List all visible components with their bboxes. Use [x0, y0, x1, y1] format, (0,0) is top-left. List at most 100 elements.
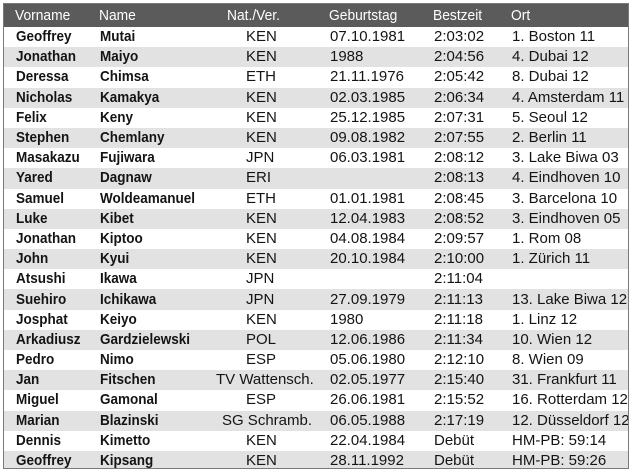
cell-vorname-text: Jonathan	[16, 48, 77, 66]
table-row: Nicholas Kamakya KEN 02.03.1985 2:06:34 4. Am…	[4, 87, 628, 108]
cell-ort: 1. Boston 11	[500, 27, 628, 47]
cell-ort: HM-PB: 59:14	[500, 431, 628, 451]
cell-geburtstag-text: 28.11.1992	[330, 452, 404, 469]
cell-bestzeit-text: 2:07:55	[434, 129, 485, 147]
cell-vorname: Josphat	[4, 310, 88, 330]
cell-geburtstag: 22.04.1984	[318, 431, 422, 451]
cell-bestzeit-text: 2:15:52	[434, 391, 485, 409]
cell-bestzeit: Debüt	[422, 451, 500, 469]
cell-vorname: Geoffrey	[4, 451, 88, 468]
table-row: Dennis Kimetto KEN 22.04.1984 Debüt HM-PB: 59…	[4, 431, 628, 451]
cell-bestzeit: 2:11:13	[422, 289, 500, 309]
table-row: Jan Fitschen TV Wattensch. 02.05.1977 2:15:4…	[4, 370, 628, 391]
cell-vorname: Luke	[4, 209, 88, 229]
cell-vorname: Geoffrey	[4, 27, 88, 47]
cell-vorname: Miguel	[4, 390, 88, 410]
cell-nat-text: ESP	[246, 351, 277, 369]
cell-bestzeit-text: 2:08:12	[434, 149, 485, 167]
cell-nat-text: KEN	[246, 431, 277, 449]
cell-vorname-text: Deressa	[16, 68, 69, 86]
cell-vorname-text: Felix	[16, 108, 47, 126]
cell-nat-text: JPN	[246, 149, 275, 167]
cell-bestzeit-text: 2:04:56	[434, 48, 485, 66]
cell-bestzeit-text: 2:11:18	[434, 310, 483, 328]
cell-name: Maiyo	[88, 47, 216, 67]
cell-vorname-text: Geoffrey	[16, 28, 72, 46]
cell-nat: KEN	[216, 451, 318, 468]
cell-name: Kipsang	[88, 451, 216, 468]
cell-bestzeit: 2:07:31	[422, 108, 500, 128]
cell-ort: 2. Berlin 11	[500, 128, 628, 148]
cell-ort-text: 10. Wien 12	[512, 330, 593, 348]
cell-bestzeit: 2:15:40	[422, 370, 500, 390]
cell-bestzeit: 2:08:12	[422, 148, 500, 168]
table-row: Josphat Keiyo KEN 1980 2:11:18 1. Linz 12	[4, 310, 628, 330]
cell-nat-text: KEN	[246, 310, 277, 328]
cell-vorname: Marian	[4, 411, 88, 431]
cell-name: Ikawa	[88, 269, 216, 289]
cell-ort: 5. Seoul 12	[500, 108, 628, 128]
cell-ort: 10. Wien 12	[500, 330, 628, 350]
table-row: Miguel Gamonal ESP 26.06.1981 2:15:52 16. Rot…	[4, 390, 628, 410]
cell-ort: 8. Wien 09	[500, 350, 628, 370]
cell-vorname: Samuel	[4, 189, 88, 209]
cell-ort-text: 8. Wien 09	[512, 351, 584, 369]
cell-nat-text: POL	[246, 330, 277, 348]
cell-name-text: Keny	[100, 108, 134, 126]
cell-ort-text: 8. Dubai 12	[512, 68, 589, 86]
cell-vorname-text: Nicholas	[16, 88, 73, 106]
results-table-frame: Vorname Name Nat./Ver. Geburtstag Bestze…	[3, 3, 629, 469]
cell-geburtstag-text: 1988	[330, 48, 364, 66]
cell-name-text: Keiyo	[100, 310, 137, 328]
header-bestzeit: Bestzeit	[433, 7, 483, 24]
cell-vorname: Jonathan	[4, 47, 88, 67]
cell-ort: 8. Dubai 12	[500, 67, 628, 87]
cell-geburtstag: 1988	[318, 47, 422, 67]
header-nat: Nat./Ver.	[227, 7, 280, 24]
cell-vorname-text: Luke	[16, 209, 48, 227]
cell-bestzeit-text: 2:05:42	[434, 68, 485, 86]
cell-ort-text: 16. Rotterdam 12	[512, 391, 628, 409]
cell-bestzeit: Debüt	[422, 431, 500, 451]
cell-name: Gamonal	[88, 390, 216, 410]
cell-nat: KEN	[216, 229, 318, 249]
cell-bestzeit-text: 2:11:04	[434, 270, 483, 288]
cell-vorname: Jonathan	[4, 229, 88, 249]
table-row: Stephen Chemlany KEN 09.08.1982 2:07:55 2. Be…	[4, 127, 628, 149]
cell-vorname-text: Arkadiusz	[16, 330, 81, 348]
cell-name: Kimetto	[88, 431, 216, 451]
cell-geburtstag: 05.06.1980	[318, 350, 422, 370]
cell-nat-text: SG Schramb.	[221, 411, 312, 429]
cell-nat-text: KEN	[246, 209, 277, 227]
table-row: Marian Blazinski SG Schramb. 06.05.1988 2:17…	[4, 410, 628, 431]
cell-name-text: Kiptoo	[100, 229, 143, 247]
cell-geburtstag: 25.12.1985	[318, 108, 422, 128]
cell-vorname: Pedro	[4, 350, 88, 370]
cell-ort: 1. Rom 08	[500, 229, 628, 249]
cell-nat: KEN	[216, 249, 318, 269]
cell-geburtstag: 04.08.1984	[318, 229, 422, 249]
header-vorname: Vorname	[15, 7, 71, 24]
cell-name-text: Kyui	[100, 250, 130, 268]
cell-bestzeit-text: 2:11:13	[434, 290, 483, 308]
cell-vorname: Dennis	[4, 431, 88, 451]
cell-bestzeit: 2:11:34	[422, 330, 500, 350]
cell-geburtstag-text: 09.08.1982	[330, 129, 406, 147]
cell-ort: 3. Lake Biwa 03	[500, 148, 628, 168]
cell-nat-text: KEN	[246, 250, 277, 268]
cell-geburtstag-text: 12.04.1983	[330, 209, 406, 227]
cell-name: Gardzielewski	[88, 330, 216, 350]
cell-ort-text: HM-PB: 59:14	[512, 431, 607, 449]
cell-ort-text: 1. Zürich 11	[512, 250, 591, 268]
cell-bestzeit: 2:07:55	[422, 128, 500, 148]
cell-bestzeit: 2:08:45	[422, 189, 500, 209]
table-row: Luke Kibet KEN 12.04.1983 2:08:52 3. Eindhove…	[4, 208, 628, 229]
cell-geburtstag-text: 1980	[330, 310, 364, 328]
runner-results-table: Vorname Name Nat./Ver. Geburtstag Bestze…	[4, 4, 628, 469]
cell-vorname: Stephen	[4, 128, 88, 148]
cell-nat-text: ESP	[246, 391, 277, 409]
cell-bestzeit-text: 2:08:13	[434, 169, 485, 187]
cell-bestzeit-text: Debüt	[434, 452, 475, 469]
cell-name-text: Gamonal	[100, 391, 158, 409]
cell-geburtstag-text: 22.04.1984	[330, 431, 406, 449]
